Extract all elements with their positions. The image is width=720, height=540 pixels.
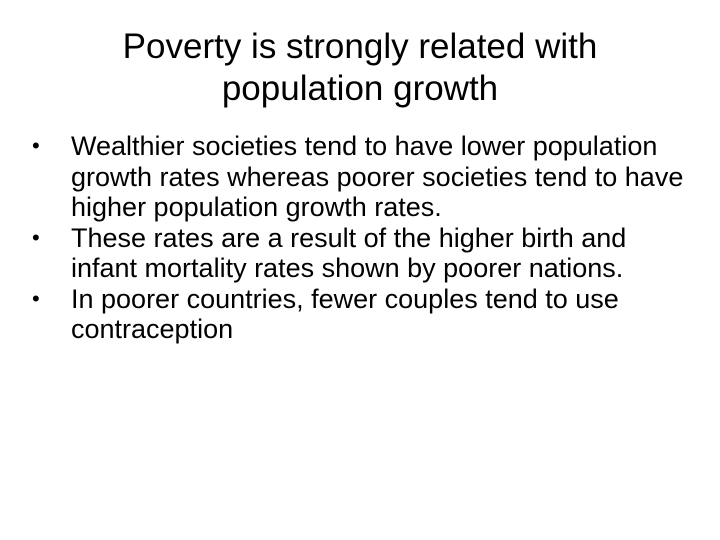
bullet-point-icon: • (32, 224, 40, 250)
bullet-item: • In poorer countries, fewer couples ten… (30, 284, 690, 345)
bullet-text: These rates are a result of the higher b… (71, 222, 627, 284)
bullet-item: • These rates are a result of the higher… (30, 223, 690, 284)
slide-title: Poverty is strongly related with populat… (122, 27, 598, 108)
bullet-list: • Wealthier societies tend to have lower… (30, 131, 690, 345)
bullet-point-icon: • (32, 285, 40, 311)
bullet-point-icon: • (32, 133, 40, 158)
bullet-item: • Wealthier societies tend to have lower… (30, 131, 690, 223)
bullet-text: Wealthier societies tend to have lower p… (71, 131, 684, 222)
bullet-text: In poorer countries, fewer couples tend … (71, 283, 619, 345)
